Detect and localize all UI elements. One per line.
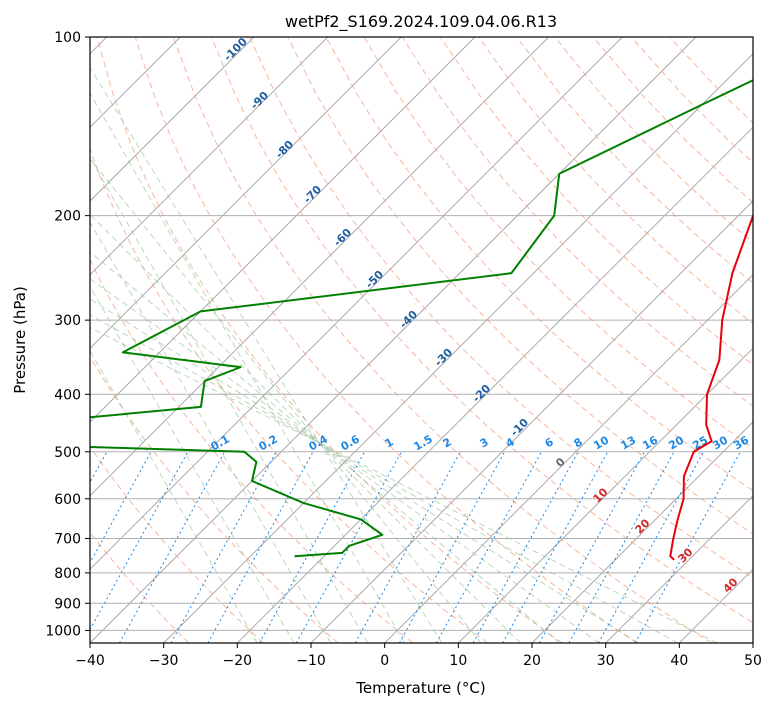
dry-adiabat (134, 37, 638, 643)
mixing-ratio-line (472, 451, 579, 643)
temperature-profile-line (669, 213, 753, 561)
isotherm (384, 273, 753, 643)
moist-adiabat (90, 251, 560, 643)
mixing-ratio-line (502, 451, 609, 643)
y-axis: 100 200 300 400 500 600 700 800 900 1000 (45, 30, 90, 639)
isotherm (236, 126, 753, 643)
isotherm (163, 52, 753, 643)
moist-adiabat (90, 298, 639, 643)
y-tick-label: 500 (54, 445, 81, 461)
isotherm (90, 37, 402, 350)
plot-frame (89, 36, 754, 644)
mixing-ratio-line (258, 451, 366, 643)
x-tick-label: 10 (449, 653, 467, 669)
isotherm (90, 37, 329, 276)
mixing-ratio-line (90, 451, 189, 631)
dry-adiabat (325, 37, 753, 492)
x-tick-label: −10 (296, 653, 326, 669)
dry-adiabat (287, 37, 753, 535)
dry-adiabat (90, 355, 339, 643)
mixing-ratio-line (90, 451, 152, 564)
mixing-ratio-line (119, 451, 226, 643)
y-tick-label: 300 (54, 313, 81, 329)
mixing-ratio-line (634, 451, 741, 643)
dry-adiabat (172, 37, 712, 643)
mixing-ratio-line (435, 451, 542, 643)
isotherm (457, 347, 753, 643)
x-axis-title: Temperature (°C) (355, 679, 485, 697)
mixing-ratio-line (207, 451, 314, 643)
dry-adiabat (211, 37, 753, 624)
y-tick-label: 900 (54, 596, 81, 612)
moist-adiabat (90, 66, 443, 643)
moist-adiabat (90, 326, 718, 643)
y-tick-label: 1000 (45, 623, 81, 639)
y-tick-label: 200 (54, 209, 81, 225)
isotherm (90, 37, 697, 643)
isotherm (90, 37, 550, 497)
moist-adiabat (90, 278, 600, 643)
background-lines (90, 37, 753, 643)
x-tick-label: −40 (75, 653, 105, 669)
chart-title: wetPf2_S169.2024.109.04.06.R13 (285, 12, 557, 32)
x-axis: −40 −30 −20 −10 0 10 20 30 40 50 (75, 643, 762, 669)
mixing-ratio-line (568, 451, 675, 643)
dry-adiabat (249, 37, 753, 579)
dry-adiabat (90, 258, 414, 643)
x-tick-label: 0 (380, 653, 389, 669)
y-tick-label: 600 (54, 492, 81, 508)
dry-adiabat (90, 445, 264, 643)
mixing-ratio-line (354, 451, 461, 643)
x-tick-label: 30 (597, 653, 615, 669)
y-tick-label: 800 (54, 566, 81, 582)
y-tick-label: 100 (54, 30, 81, 46)
y-tick-label: 400 (54, 387, 81, 403)
isotherm (90, 37, 623, 571)
mixing-ratio-line (295, 451, 402, 643)
mixing-ratio-line (398, 451, 506, 643)
moist-adiabat (90, 158, 482, 643)
moist-adiabat (90, 213, 521, 643)
mixing-ratio-line (538, 451, 645, 643)
isotherm (605, 494, 753, 643)
x-tick-label: −30 (149, 653, 179, 669)
dewpoint-profile-line (90, 79, 753, 558)
isotherm (90, 37, 255, 202)
isotherm (531, 421, 753, 643)
mixing-ratio-line (597, 451, 704, 643)
x-tick-label: 20 (523, 653, 541, 669)
x-tick-label: 50 (744, 653, 762, 669)
isotherm (90, 37, 476, 423)
dry-adiabat (96, 37, 563, 643)
y-axis-title: Pressure (hPa) (11, 286, 29, 394)
series-lines (90, 79, 753, 561)
dry-adiabat (516, 37, 753, 284)
y-tick-label: 700 (54, 532, 81, 548)
x-tick-label: −20 (223, 653, 253, 669)
x-tick-label: 40 (670, 653, 688, 669)
